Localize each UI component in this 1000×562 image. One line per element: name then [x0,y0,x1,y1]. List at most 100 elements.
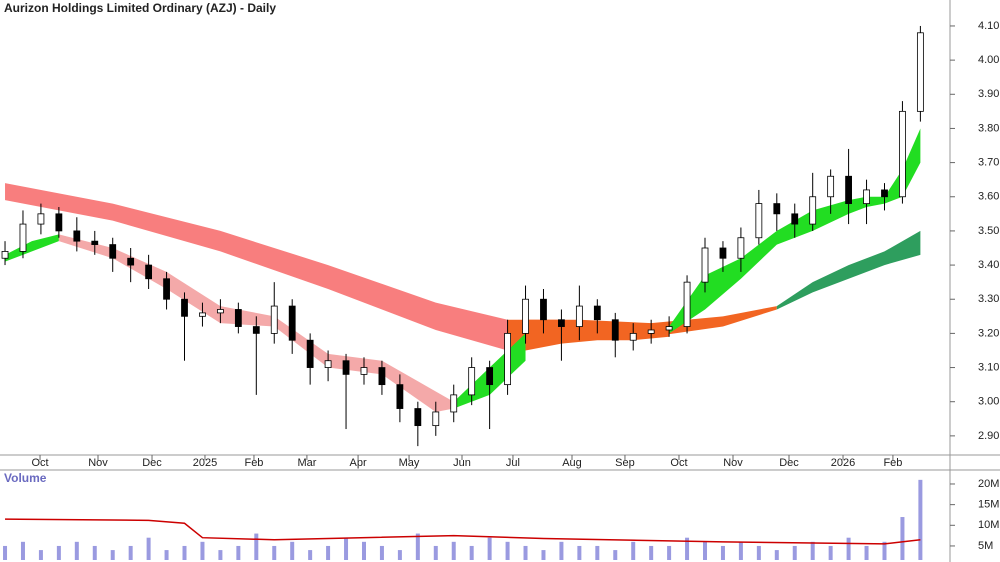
y-tick-label: 3.10 [978,361,999,373]
candle-body [899,110,906,198]
volume-bar [756,545,761,560]
y-tick-label: 3.70 [978,157,999,169]
candle-body [127,257,135,266]
volume-bar [720,545,725,560]
x-tick-label: Apr [350,457,367,469]
candle-body [575,305,583,327]
candle-body [701,247,709,283]
y-tick-label: 3.30 [978,293,999,305]
volume-bar [200,541,205,560]
candle-body [234,309,242,327]
candle-body [683,281,691,327]
y-tick-label: 3.50 [978,225,999,237]
candle-body [360,367,368,375]
candle-body [629,332,637,341]
candle-body [827,175,835,198]
volume-bar [900,517,905,560]
candle-body [468,367,476,396]
volume-bar [182,545,187,560]
volume-bar [577,545,582,560]
candle-body [558,319,565,327]
volume-bar [218,550,223,560]
candle-body [252,326,260,334]
x-tick-label: Oct [670,457,687,469]
chart-title: Aurizon Holdings Limited Ordinary (AZJ) … [4,1,276,15]
volume-bar [379,545,384,560]
volume-bar [774,550,779,560]
volume-bar [523,545,528,560]
volume-bar [918,479,923,560]
volume-bar [469,545,474,560]
candle-body [881,189,888,198]
x-tick-label: Sep [615,457,635,469]
volume-bar [290,541,295,560]
candle-body [342,360,350,375]
candle-body [665,326,673,331]
y-tick-label: 4.10 [978,20,999,32]
y-tick-label: 2.90 [978,430,999,442]
candle-body [324,360,332,368]
ribbon [5,183,508,351]
y-tick-label: 10M [978,519,999,531]
volume-bar [92,545,97,560]
y-tick-label: 3.80 [978,122,999,134]
volume-bar [397,550,402,560]
volume-bar [326,545,331,560]
y-tick-label: 3.90 [978,88,999,100]
candle-body [791,213,799,225]
x-tick-label: Nov [723,457,743,469]
candle-body [414,408,422,427]
candle-body [432,411,440,427]
candle-body [145,264,153,280]
y-tick-label: 3.20 [978,327,999,339]
x-tick-label: May [399,457,420,469]
candle-body [270,305,278,334]
x-tick-label: Dec [142,457,162,469]
volume-bar [559,541,564,560]
volume-title: Volume [4,471,47,485]
candle-body [1,251,9,259]
candle-body [504,332,511,386]
candle-body [916,32,924,112]
x-tick-label: Mar [297,457,316,469]
volume-bar [828,545,833,560]
volume-bar [415,533,420,560]
candle-body [737,237,745,259]
candle-body [217,309,224,314]
volume-bar [810,541,815,560]
x-tick-label: Nov [88,457,108,469]
x-tick-label: Jun [453,457,471,469]
volume-bar [128,545,133,560]
x-tick-label: Aug [562,457,582,469]
y-tick-label: 3.40 [978,259,999,271]
volume-bar [882,541,887,560]
y-tick-label: 3.00 [978,396,999,408]
x-tick-label: 2025 [193,457,217,469]
x-tick-label: Dec [779,457,799,469]
candle-body [755,203,763,239]
candle-body [719,247,727,259]
volume-bar [703,541,708,560]
candle-body [593,305,601,321]
candle-body [19,223,27,252]
y-tick-label: 3.60 [978,191,999,203]
candle-body [181,298,188,317]
volume-bar [649,545,654,560]
candle-body [288,305,296,341]
candle-body [378,367,386,386]
volume-bar [595,545,600,560]
candle-body [37,213,45,225]
volume-bar [3,545,8,560]
candle-body [773,203,781,215]
volume-bar [738,541,743,560]
candle-body [522,298,529,334]
candle-body [163,278,170,300]
volume-bar [361,541,366,560]
candle-body [845,175,852,204]
y-tick-label: 20M [978,478,999,490]
volume-bar [74,541,79,560]
volume-bar [667,545,672,560]
y-tick-label: 5M [978,540,993,552]
volume-bar [505,541,510,560]
candle-body [55,213,63,232]
